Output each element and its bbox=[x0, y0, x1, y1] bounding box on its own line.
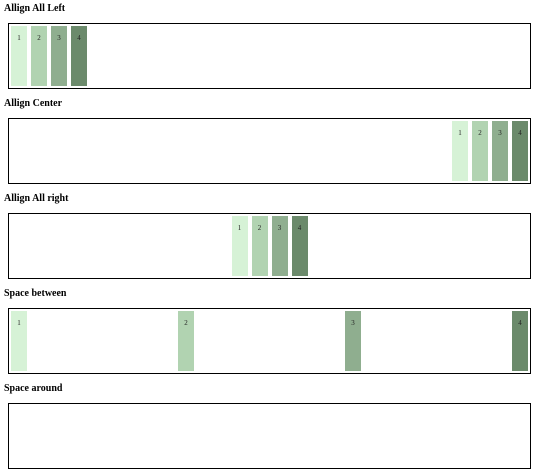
flex-item: 3 bbox=[492, 121, 508, 181]
section-heading: Space between bbox=[4, 288, 67, 299]
flex-item: 3 bbox=[345, 311, 361, 371]
section: Space around bbox=[0, 380, 540, 475]
section: Allign All Left 1 2 3 4 bbox=[0, 0, 540, 95]
section: Allign All right 1 2 3 4 bbox=[0, 190, 540, 285]
flex-item: 4 bbox=[512, 121, 528, 181]
flex-item: 1 bbox=[11, 311, 27, 371]
flex-item: 4 bbox=[512, 311, 528, 371]
flex-item: 2 bbox=[472, 121, 488, 181]
flex-item: 4 bbox=[291, 216, 308, 276]
flex-item: 1 bbox=[452, 121, 468, 181]
flex-item: 3 bbox=[271, 216, 288, 276]
flex-item: 2 bbox=[31, 26, 47, 86]
flex-item: 3 bbox=[51, 26, 67, 86]
section-heading: Allign All Left bbox=[4, 3, 66, 14]
section: Allign Center 1 2 3 4 bbox=[0, 95, 540, 190]
flex-item: 1 bbox=[231, 216, 248, 276]
section-heading: Space around bbox=[4, 383, 63, 394]
flex-container: 1 2 3 4 bbox=[8, 308, 531, 374]
flex-item: 2 bbox=[178, 311, 194, 371]
section: Space between 1 2 3 4 bbox=[0, 285, 540, 380]
section-heading: Allign All right bbox=[4, 193, 69, 204]
flex-item: 2 bbox=[251, 216, 268, 276]
flex-item: 4 bbox=[71, 26, 87, 86]
flex-item: 1 bbox=[11, 26, 27, 86]
section-heading: Allign Center bbox=[4, 98, 63, 109]
flex-container bbox=[8, 403, 531, 469]
